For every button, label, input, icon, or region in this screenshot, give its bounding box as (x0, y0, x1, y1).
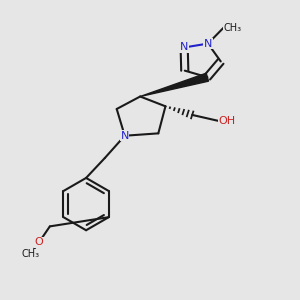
Polygon shape (140, 73, 208, 97)
Text: N: N (204, 39, 212, 49)
Text: OH: OH (218, 116, 236, 126)
Text: CH₃: CH₃ (22, 249, 40, 259)
Text: O: O (35, 237, 44, 247)
Text: N: N (180, 43, 188, 52)
Text: N: N (121, 131, 129, 141)
Text: CH₃: CH₃ (224, 22, 242, 32)
